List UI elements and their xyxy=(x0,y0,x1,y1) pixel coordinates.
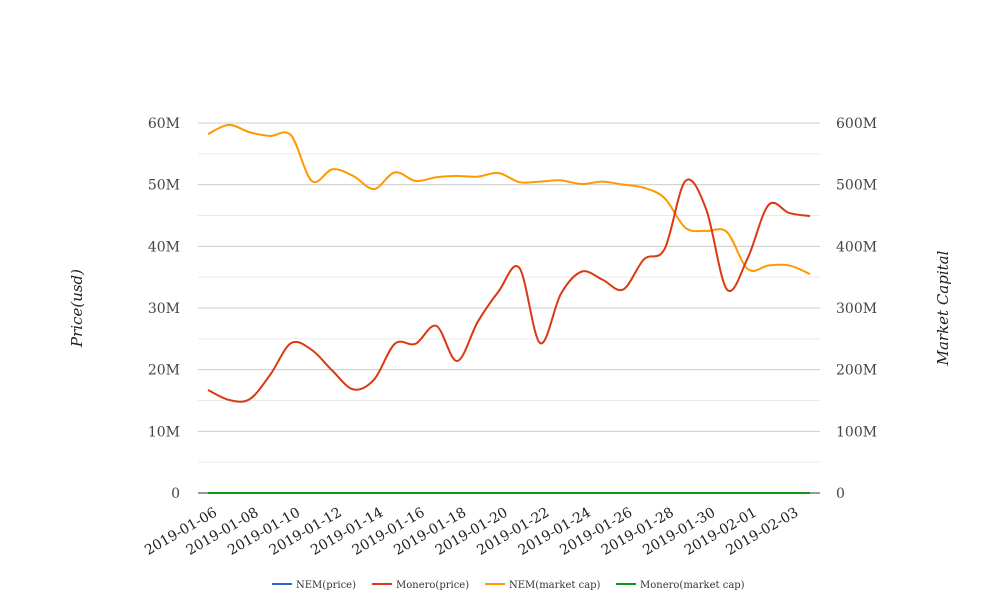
y-left-tick-label: 30M xyxy=(148,301,180,317)
grid-lines xyxy=(198,122,820,494)
y-right-tick-label: 400M xyxy=(836,239,877,255)
y-right-axis-title: Market Capital xyxy=(934,250,952,366)
y-right-tick-label: 500M xyxy=(836,178,877,194)
y-left-tick-label: 0 xyxy=(171,486,180,502)
legend: NEM(price) Monero(price) NEM(market cap) Mo… xyxy=(272,580,745,591)
legend-label: NEM(market cap) xyxy=(509,580,601,591)
y-right-tick-label: 200M xyxy=(836,363,877,379)
legend-item: Monero(market cap) xyxy=(616,580,745,591)
legend-item: NEM(price) xyxy=(272,580,356,591)
y-left-tick-label: 50M xyxy=(148,178,180,194)
y-left-tick-label: 60M xyxy=(148,116,180,132)
legend-label: Monero(price) xyxy=(396,580,469,591)
y-right-tick-label: 300M xyxy=(836,301,877,317)
series-line-monero-price xyxy=(207,178,811,403)
legend-item: NEM(market cap) xyxy=(485,580,601,591)
y-right-tick-label: 0 xyxy=(836,486,845,502)
y-right-tick-label: 100M xyxy=(836,424,877,440)
y-right-tick-label: 600M xyxy=(836,116,877,132)
y-left-tick-label: 20M xyxy=(148,363,180,379)
y-left-tick-label: 40M xyxy=(148,239,180,255)
y-left-axis-title: Price(usd) xyxy=(68,269,86,348)
y-left-tick-label: 10M xyxy=(148,424,180,440)
legend-label: Monero(market cap) xyxy=(640,580,745,591)
legend-label: NEM(price) xyxy=(296,580,356,591)
series-lines xyxy=(207,123,811,495)
axis-ticks: 0 10M 20M 30M 40M 50M 60M 0 100M 200M 300M 400M 500M… xyxy=(142,116,877,559)
legend-item: Monero(price) xyxy=(372,580,469,591)
series-line-nem-market-cap xyxy=(207,123,811,276)
